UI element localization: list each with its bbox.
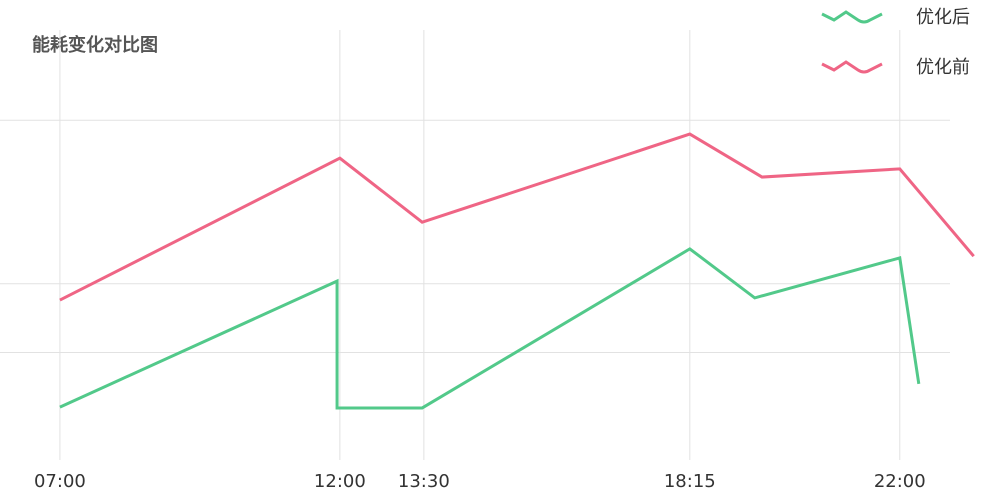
x-tick-label: 07:00 bbox=[34, 471, 86, 492]
legend-item: 优化后 bbox=[821, 7, 970, 28]
data-line bbox=[59, 132, 975, 302]
x-tick-label: 22:00 bbox=[874, 471, 926, 492]
x-tick-label: 18:15 bbox=[664, 471, 716, 492]
legend-item: 优化前 bbox=[821, 57, 970, 78]
chart-title: 能耗变化对比图 bbox=[32, 34, 158, 56]
legend-icon bbox=[821, 60, 883, 74]
x-tick-label: 12:00 bbox=[314, 471, 366, 492]
legend-label: 优化后 bbox=[916, 7, 970, 28]
x-tick-label: 13:30 bbox=[398, 471, 450, 492]
data-line bbox=[59, 247, 921, 410]
legend-label: 优化前 bbox=[916, 57, 970, 78]
legend-icon bbox=[821, 10, 883, 24]
